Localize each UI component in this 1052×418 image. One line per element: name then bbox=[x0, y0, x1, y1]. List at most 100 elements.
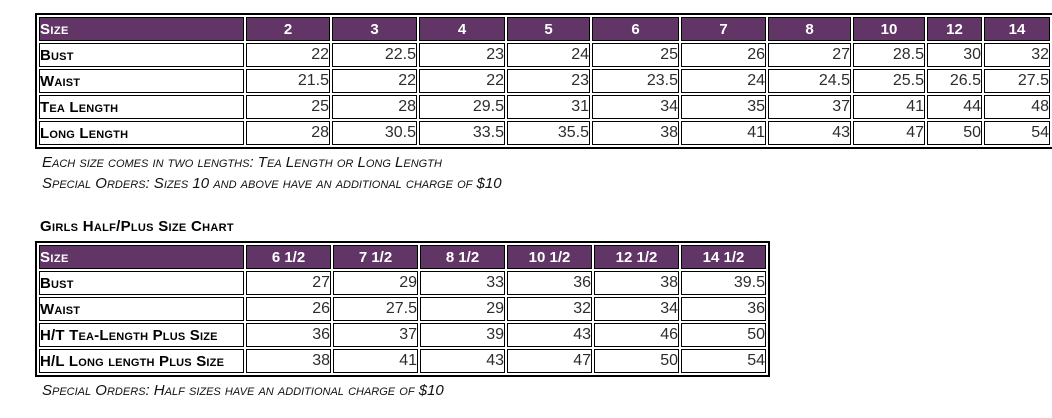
value-cell: 41 bbox=[333, 349, 418, 373]
value-cell: 35 bbox=[681, 95, 766, 119]
value-cell: 43 bbox=[507, 323, 592, 347]
size-column-header: 4 bbox=[419, 17, 505, 41]
value-cell: 47 bbox=[853, 121, 925, 145]
value-cell: 30.5 bbox=[332, 121, 417, 145]
row-label-cell: Long Length bbox=[39, 121, 244, 145]
size-column-header: 2 bbox=[246, 17, 330, 41]
value-cell: 33.5 bbox=[419, 121, 505, 145]
row-label-cell: H/L Long length Plus Size bbox=[39, 349, 244, 373]
value-cell: 24.5 bbox=[768, 69, 851, 93]
value-cell: 37 bbox=[768, 95, 851, 119]
header-row: Size 6 1/2 7 1/2 8 1/2 10 1/2 12 1/2 14 1/2 bbox=[39, 245, 766, 269]
row-label-cell: Waist bbox=[39, 69, 244, 93]
value-cell: 28.5 bbox=[853, 43, 925, 67]
value-cell: 54 bbox=[681, 349, 766, 373]
size-column-header: 8 1/2 bbox=[420, 245, 505, 269]
value-cell: 21.5 bbox=[246, 69, 330, 93]
value-cell: 27 bbox=[246, 271, 331, 295]
value-cell: 27.5 bbox=[333, 297, 418, 321]
value-cell: 22.5 bbox=[332, 43, 417, 67]
value-cell: 50 bbox=[594, 349, 679, 373]
value-cell: 30 bbox=[927, 43, 982, 67]
value-cell: 29.5 bbox=[419, 95, 505, 119]
value-cell: 32 bbox=[507, 297, 592, 321]
value-cell: 22 bbox=[419, 69, 505, 93]
value-cell: 32 bbox=[984, 43, 1050, 67]
table1-notes: Each size comes in two lengths: Tea Leng… bbox=[42, 152, 502, 194]
value-cell: 33 bbox=[420, 271, 505, 295]
value-cell: 27.5 bbox=[984, 69, 1050, 93]
value-cell: 28 bbox=[246, 121, 330, 145]
value-cell: 27 bbox=[768, 43, 851, 67]
row-label-cell: Waist bbox=[39, 297, 244, 321]
half-plus-chart-title: Girls Half/Plus Size Chart bbox=[40, 218, 234, 235]
value-cell: 38 bbox=[594, 271, 679, 295]
size-column-header: 12 bbox=[927, 17, 982, 41]
value-cell: 25 bbox=[592, 43, 679, 67]
row-label-cell: Bust bbox=[39, 271, 244, 295]
value-cell: 36 bbox=[246, 323, 331, 347]
value-cell: 50 bbox=[681, 323, 766, 347]
value-cell: 31 bbox=[507, 95, 590, 119]
value-cell: 47 bbox=[507, 349, 592, 373]
table-row: H/T Tea-Length Plus Size 36 37 39 43 46 50 bbox=[39, 323, 766, 347]
value-cell: 39.5 bbox=[681, 271, 766, 295]
value-cell: 50 bbox=[927, 121, 982, 145]
size-column-header: 3 bbox=[332, 17, 417, 41]
table-row: Waist 21.5 22 22 23 23.5 24 24.5 25.5 26.5 27.5 bbox=[39, 69, 1050, 93]
size-column-header: 14 bbox=[984, 17, 1050, 41]
value-cell: 24 bbox=[507, 43, 590, 67]
row-label-cell: Tea Length bbox=[39, 95, 244, 119]
value-cell: 22 bbox=[246, 43, 330, 67]
value-cell: 34 bbox=[592, 95, 679, 119]
size-column-header: 7 1/2 bbox=[333, 245, 418, 269]
value-cell: 41 bbox=[853, 95, 925, 119]
note-special-orders-half-sizes: Special Orders: Half sizes have an addit… bbox=[42, 382, 444, 399]
size-column-header: 8 bbox=[768, 17, 851, 41]
size-column-header: 10 1/2 bbox=[507, 245, 592, 269]
header-row: Size 2 3 4 5 6 7 8 10 12 14 bbox=[39, 17, 1050, 41]
value-cell: 36 bbox=[507, 271, 592, 295]
table-row: Bust 27 29 33 36 38 39.5 bbox=[39, 271, 766, 295]
table-row: Waist 26 27.5 29 32 34 36 bbox=[39, 297, 766, 321]
size-header-cell: Size bbox=[39, 245, 244, 269]
value-cell: 28 bbox=[332, 95, 417, 119]
row-label-cell: Bust bbox=[39, 43, 244, 67]
table-row: H/L Long length Plus Size 38 41 43 47 50 54 bbox=[39, 349, 766, 373]
value-cell: 37 bbox=[333, 323, 418, 347]
note-special-orders-sizes: Special Orders: Sizes 10 and above have … bbox=[42, 175, 502, 192]
value-cell: 43 bbox=[420, 349, 505, 373]
girls-half-plus-size-chart-table: Size 6 1/2 7 1/2 8 1/2 10 1/2 12 1/2 14 1/2 Bus… bbox=[35, 241, 770, 377]
note-two-lengths: Each size comes in two lengths: Tea Leng… bbox=[42, 154, 442, 171]
value-cell: 54 bbox=[984, 121, 1050, 145]
size-column-header: 14 1/2 bbox=[681, 245, 766, 269]
value-cell: 43 bbox=[768, 121, 851, 145]
value-cell: 41 bbox=[681, 121, 766, 145]
table-row: Bust 22 22.5 23 24 25 26 27 28.5 30 32 bbox=[39, 43, 1050, 67]
value-cell: 22 bbox=[332, 69, 417, 93]
value-cell: 23 bbox=[507, 69, 590, 93]
value-cell: 46 bbox=[594, 323, 679, 347]
value-cell: 34 bbox=[594, 297, 679, 321]
value-cell: 44 bbox=[927, 95, 982, 119]
size-column-header: 10 bbox=[853, 17, 925, 41]
value-cell: 24 bbox=[681, 69, 766, 93]
table-row: Long Length 28 30.5 33.5 35.5 38 41 43 47 50 54 bbox=[39, 121, 1050, 145]
value-cell: 26 bbox=[246, 297, 331, 321]
size-column-header: 7 bbox=[681, 17, 766, 41]
value-cell: 25.5 bbox=[853, 69, 925, 93]
size-column-header: 6 bbox=[592, 17, 679, 41]
value-cell: 38 bbox=[592, 121, 679, 145]
table-row: Tea Length 25 28 29.5 31 34 35 37 41 44 48 bbox=[39, 95, 1050, 119]
value-cell: 23 bbox=[419, 43, 505, 67]
value-cell: 29 bbox=[333, 271, 418, 295]
size-column-header: 6 1/2 bbox=[246, 245, 331, 269]
size-column-header: 5 bbox=[507, 17, 590, 41]
value-cell: 48 bbox=[984, 95, 1050, 119]
size-column-header: 12 1/2 bbox=[594, 245, 679, 269]
value-cell: 36 bbox=[681, 297, 766, 321]
size-header-cell: Size bbox=[39, 17, 244, 41]
value-cell: 26.5 bbox=[927, 69, 982, 93]
value-cell: 26 bbox=[681, 43, 766, 67]
